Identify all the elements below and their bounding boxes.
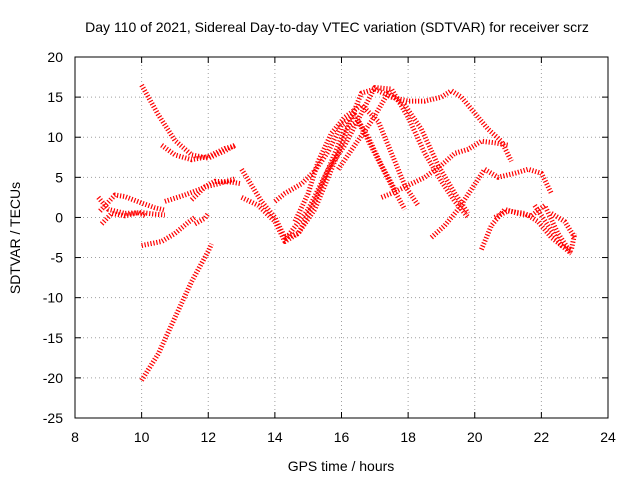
x-tick-label: 24 bbox=[600, 429, 616, 445]
x-tick-label: 18 bbox=[400, 429, 416, 445]
series-arc-4 bbox=[139, 83, 237, 161]
trace-layer bbox=[96, 83, 578, 382]
x-tick-label: 22 bbox=[534, 429, 550, 445]
y-tick-label: 5 bbox=[55, 169, 63, 185]
x-axis-label: GPS time / hours bbox=[288, 458, 395, 474]
series-arc-10 bbox=[139, 242, 214, 382]
series-arc-19 bbox=[479, 202, 574, 255]
series-arc-7 bbox=[189, 176, 236, 202]
series-arc-2 bbox=[98, 192, 166, 213]
y-tick-label: -15 bbox=[43, 330, 63, 346]
series-arc-22 bbox=[550, 211, 577, 239]
series-arc-16 bbox=[336, 90, 471, 215]
chart-title: Day 110 of 2021, Sidereal Day-to-day VTE… bbox=[85, 19, 589, 35]
series-arc-21 bbox=[532, 204, 578, 252]
y-tick-label: 20 bbox=[47, 49, 63, 65]
series-arc-8 bbox=[141, 215, 197, 248]
series-arc-14 bbox=[292, 102, 421, 223]
x-tick-label: 14 bbox=[267, 429, 283, 445]
grid-layer bbox=[75, 57, 608, 418]
series-arc-9 bbox=[193, 211, 211, 227]
series-arc-6 bbox=[164, 178, 243, 204]
y-tick-label: -20 bbox=[43, 370, 63, 386]
series-arc-3 bbox=[99, 210, 147, 226]
y-tick-label: -5 bbox=[51, 250, 64, 266]
y-axis-label: SDTVAR / TECUs bbox=[7, 182, 23, 294]
x-tick-label: 20 bbox=[467, 429, 483, 445]
y-tick-label: 15 bbox=[47, 89, 63, 105]
y-tick-label: 0 bbox=[55, 209, 63, 225]
y-tick-label: -10 bbox=[43, 290, 63, 306]
series-arc-15 bbox=[282, 85, 471, 242]
tick-layer: 8 10 12 14 16 18 20 22 24 -25 -20 -15 -10 -5 0 5 10 15 20 bbox=[43, 49, 616, 445]
series-arc-13 bbox=[273, 112, 397, 204]
x-tick-label: 10 bbox=[134, 429, 150, 445]
series-arc-5 bbox=[160, 143, 236, 163]
x-tick-label: 16 bbox=[334, 429, 350, 445]
x-tick-label: 8 bbox=[71, 429, 79, 445]
y-tick-label: -25 bbox=[43, 410, 63, 426]
y-tick-label: 10 bbox=[47, 129, 63, 145]
x-tick-label: 12 bbox=[200, 429, 216, 445]
